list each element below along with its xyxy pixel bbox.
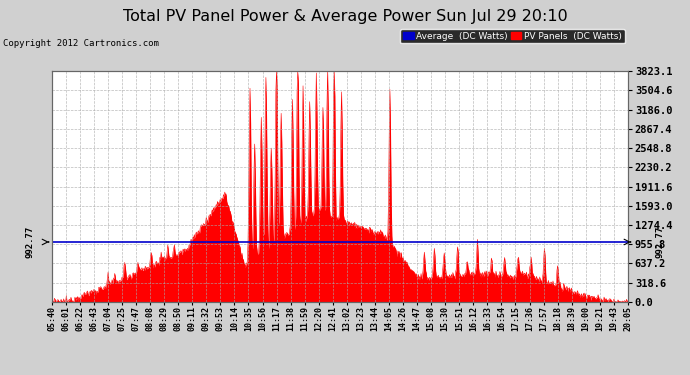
Text: Total PV Panel Power & Average Power Sun Jul 29 20:10: Total PV Panel Power & Average Power Sun… xyxy=(123,9,567,24)
Legend: Average  (DC Watts), PV Panels  (DC Watts): Average (DC Watts), PV Panels (DC Watts) xyxy=(400,29,624,43)
Text: Copyright 2012 Cartronics.com: Copyright 2012 Cartronics.com xyxy=(3,39,159,48)
Text: 992.77: 992.77 xyxy=(655,226,664,258)
Text: 992.77: 992.77 xyxy=(26,226,34,258)
